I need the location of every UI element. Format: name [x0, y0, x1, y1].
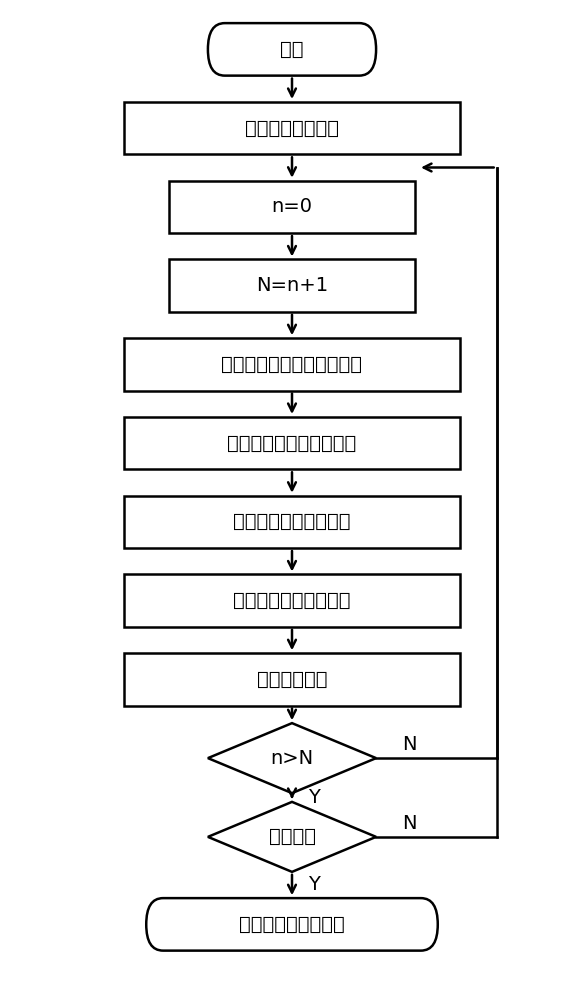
FancyBboxPatch shape: [208, 23, 376, 76]
Polygon shape: [208, 723, 376, 793]
Polygon shape: [208, 802, 376, 872]
FancyBboxPatch shape: [169, 181, 415, 233]
Text: Y: Y: [308, 788, 321, 807]
Text: 是否收敛: 是否收敛: [269, 827, 315, 846]
FancyBboxPatch shape: [124, 338, 460, 391]
Text: 计算电动汽车充电时长: 计算电动汽车充电时长: [233, 591, 351, 610]
Text: n>N: n>N: [270, 749, 314, 768]
FancyBboxPatch shape: [169, 259, 415, 312]
FancyBboxPatch shape: [124, 496, 460, 548]
FancyBboxPatch shape: [124, 653, 460, 706]
Text: N=n+1: N=n+1: [256, 276, 328, 295]
Text: 计算电动汽车荷电状态: 计算电动汽车荷电状态: [233, 512, 351, 531]
Text: Y: Y: [308, 876, 321, 894]
Text: 抽取电动汽车起始充电时间: 抽取电动汽车起始充电时间: [221, 355, 363, 374]
Text: 抽取电动汽车日行驶里程: 抽取电动汽车日行驶里程: [227, 434, 357, 453]
FancyBboxPatch shape: [146, 898, 438, 951]
FancyBboxPatch shape: [124, 102, 460, 154]
Text: 结束计算，输出曲线: 结束计算，输出曲线: [239, 915, 345, 934]
Text: 输入电动汽车类型: 输入电动汽车类型: [245, 119, 339, 138]
Text: n=0: n=0: [272, 197, 312, 216]
Text: N: N: [402, 814, 417, 833]
FancyBboxPatch shape: [124, 574, 460, 627]
Text: 开始: 开始: [280, 40, 304, 59]
Text: N: N: [402, 736, 417, 754]
FancyBboxPatch shape: [124, 417, 460, 469]
Text: 累计负荷曲线: 累计负荷曲线: [257, 670, 327, 689]
